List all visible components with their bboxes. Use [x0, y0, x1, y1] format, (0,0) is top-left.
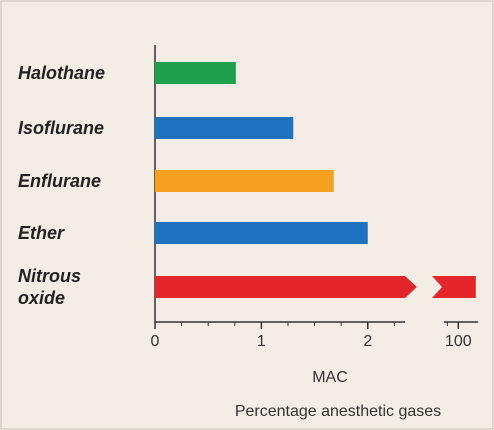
x-tick-label: 0 [151, 333, 160, 350]
category-label: Nitrous oxide [18, 266, 81, 308]
caption: Percentage anesthetic gases [235, 403, 441, 420]
x-tick-label: 1 [257, 333, 266, 350]
category-label: Ether [18, 223, 65, 243]
x-tick-label: 100 [445, 333, 472, 350]
bar [432, 276, 476, 298]
bar [155, 117, 294, 139]
category-label: Enflurane [18, 171, 102, 191]
bar [155, 222, 368, 244]
bar [155, 170, 334, 192]
category-label: Halothane [18, 63, 106, 83]
x-axis-label: MAC [312, 369, 348, 386]
bar [155, 62, 236, 84]
category-label: Isoflurane [18, 118, 105, 138]
x-tick-label: 2 [363, 333, 372, 350]
bar [155, 276, 417, 298]
